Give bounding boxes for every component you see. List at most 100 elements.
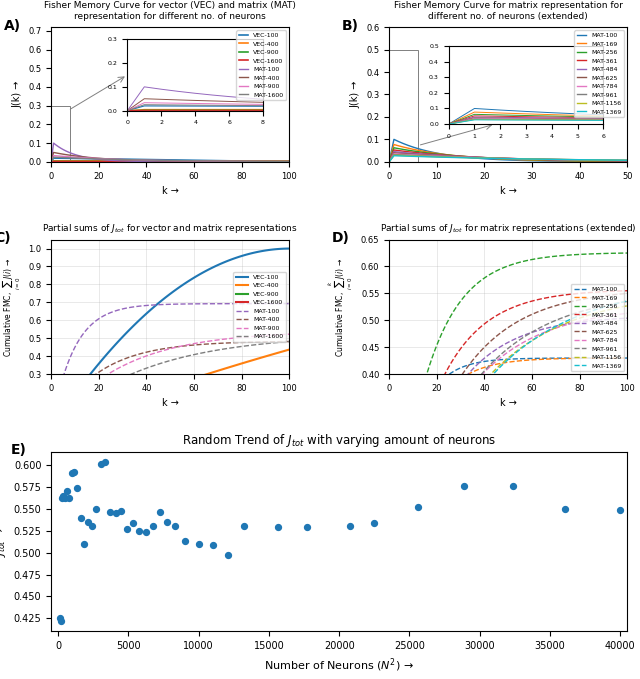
MAT-100 [228, 158, 236, 166]
MAT-100 [390, 135, 398, 143]
VEC-400 [214, 367, 221, 375]
Point [170, 521, 180, 532]
MAT-169 [495, 360, 502, 368]
MAT-784 [385, 585, 393, 593]
Point [560, 503, 570, 514]
MAT-1369 [552, 323, 559, 331]
VEC-900 [216, 158, 224, 166]
MAT-784 [385, 158, 393, 166]
MAT-1600 [67, 154, 74, 162]
MAT-1369 [461, 153, 469, 162]
Title: Partial sums of $J_{tot}$ for matrix representations (extended): Partial sums of $J_{tot}$ for matrix rep… [380, 222, 637, 235]
Line: VEC-100: VEC-100 [51, 158, 289, 162]
MAT-100 [67, 149, 74, 157]
Point [58, 490, 68, 501]
MAT-169 [402, 486, 410, 494]
Point [69, 466, 79, 477]
Bar [51, 106, 70, 162]
MAT-1369 [528, 337, 536, 345]
MAT-1600 [228, 157, 236, 165]
MAT-900 [193, 157, 200, 165]
MAT-361 [495, 310, 502, 318]
VEC-100 [193, 156, 200, 164]
VEC-400 [67, 157, 74, 165]
MAT-169 [528, 356, 536, 364]
VEC-900 [190, 401, 198, 409]
MAT-169 [390, 141, 398, 149]
MAT-1156 [552, 324, 559, 332]
MAT-100 [385, 585, 393, 593]
MAT-100 [561, 158, 569, 166]
VEC-100 [64, 400, 72, 408]
MAT-256 [445, 316, 452, 324]
MAT-169 [564, 354, 572, 363]
Line: MAT-100: MAT-100 [389, 139, 627, 162]
VEC-100 [159, 155, 167, 164]
VEC-900 [109, 158, 117, 166]
VEC-1600 [157, 414, 164, 422]
MAT-169 [445, 385, 452, 393]
MAT-400 [193, 158, 200, 166]
MAT-784 [442, 152, 450, 160]
Text: A): A) [4, 19, 20, 33]
MAT-900 [107, 369, 115, 377]
Point [106, 506, 116, 517]
MAT-961 [561, 155, 569, 164]
Line: MAT-961: MAT-961 [389, 301, 627, 589]
MAT-625 [619, 156, 627, 164]
MAT-100 [214, 299, 221, 308]
MAT-256 [495, 265, 502, 274]
MAT-1600 [193, 157, 200, 165]
MAT-361 [385, 585, 393, 593]
MAT-256 [402, 463, 410, 471]
MAT-961 [467, 153, 474, 162]
MAT-484 [564, 320, 572, 328]
Text: C): C) [0, 232, 11, 246]
VEC-400 [64, 418, 72, 426]
Point [122, 524, 132, 534]
VEC-400 [47, 158, 55, 166]
VEC-100 [50, 154, 58, 162]
MAT-256 [623, 249, 631, 257]
MAT-784 [623, 309, 631, 317]
VEC-1600 [64, 422, 72, 430]
X-axis label: Number of Neurons ($N^2$) →: Number of Neurons ($N^2$) → [264, 657, 414, 674]
MAT-100 [619, 158, 627, 166]
Title: Fisher Memory Curve for vector (VEC) and matrix (MAT)
representation for differe: Fisher Memory Curve for vector (VEC) and… [44, 1, 296, 21]
MAT-1156 [623, 156, 631, 164]
Point [141, 526, 151, 537]
MAT-900 [214, 336, 221, 344]
MAT-784 [619, 156, 627, 164]
MAT-961 [623, 297, 631, 306]
VEC-100 [190, 274, 198, 282]
X-axis label: k →: k → [500, 186, 516, 196]
MAT-256 [385, 585, 393, 593]
Line: MAT-900: MAT-900 [51, 155, 289, 162]
MAT-900 [159, 156, 167, 164]
MAT-400 [216, 158, 224, 166]
Y-axis label: J(k) →: J(k) → [13, 81, 22, 108]
MAT-169 [442, 151, 450, 159]
Line: MAT-100: MAT-100 [51, 143, 289, 162]
Line: MAT-1156: MAT-1156 [389, 306, 627, 589]
Line: VEC-400: VEC-400 [51, 161, 289, 162]
Point [223, 550, 234, 561]
VEC-100 [216, 157, 224, 165]
MAT-100 [50, 139, 58, 147]
MAT-361 [623, 287, 631, 295]
MAT-100 [445, 371, 452, 379]
MAT-1600 [47, 158, 55, 166]
VEC-1600 [226, 407, 234, 416]
MAT-169 [461, 153, 469, 161]
MAT-1600 [214, 346, 221, 354]
Point [413, 502, 423, 513]
MAT-400 [285, 158, 293, 166]
VEC-400 [226, 363, 234, 371]
Point [95, 459, 106, 470]
MAT-484 [623, 157, 631, 165]
MAT-784 [561, 155, 569, 164]
VEC-400 [47, 424, 55, 432]
MAT-961 [619, 156, 627, 164]
MAT-784 [547, 155, 555, 164]
MAT-484 [467, 153, 474, 161]
